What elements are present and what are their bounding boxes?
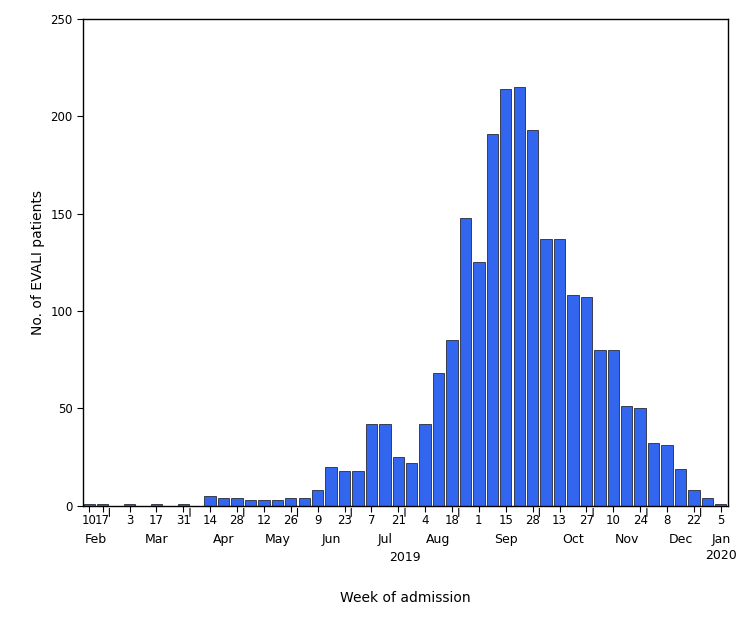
Bar bbox=[688, 490, 700, 506]
Text: 2019: 2019 bbox=[389, 552, 421, 564]
Bar bbox=[702, 498, 713, 506]
Bar bbox=[621, 406, 632, 506]
Bar bbox=[554, 239, 566, 506]
Bar bbox=[392, 457, 404, 506]
Bar bbox=[433, 374, 444, 506]
Bar bbox=[366, 424, 377, 506]
Bar bbox=[541, 239, 552, 506]
Bar bbox=[715, 504, 727, 506]
Bar bbox=[487, 134, 498, 506]
Text: Mar: Mar bbox=[145, 533, 168, 547]
Bar bbox=[514, 87, 525, 506]
Bar bbox=[285, 498, 296, 506]
Text: Dec: Dec bbox=[668, 533, 693, 547]
Text: Oct: Oct bbox=[562, 533, 584, 547]
Bar bbox=[662, 446, 673, 506]
Bar bbox=[419, 424, 430, 506]
Bar bbox=[352, 471, 364, 506]
Bar bbox=[218, 498, 229, 506]
Bar bbox=[675, 468, 686, 506]
Text: 2020: 2020 bbox=[705, 549, 736, 562]
Y-axis label: No. of EVALI patients: No. of EVALI patients bbox=[31, 190, 45, 335]
Bar bbox=[272, 500, 283, 506]
Text: Aug: Aug bbox=[427, 533, 451, 547]
Bar bbox=[594, 350, 605, 506]
Bar bbox=[178, 504, 189, 506]
Text: Jun: Jun bbox=[322, 533, 340, 547]
Bar bbox=[634, 408, 646, 506]
Bar bbox=[97, 504, 108, 506]
Bar bbox=[244, 500, 256, 506]
Text: Jan: Jan bbox=[711, 533, 730, 547]
Text: Jul: Jul bbox=[377, 533, 392, 547]
Bar bbox=[446, 340, 458, 506]
Text: Nov: Nov bbox=[614, 533, 639, 547]
Bar bbox=[567, 295, 579, 506]
Bar bbox=[380, 424, 391, 506]
Bar bbox=[473, 262, 484, 506]
Bar bbox=[205, 496, 216, 506]
Text: May: May bbox=[265, 533, 290, 547]
Bar bbox=[500, 89, 512, 506]
Text: Sep: Sep bbox=[494, 533, 517, 547]
X-axis label: Week of admission: Week of admission bbox=[340, 591, 470, 605]
Bar bbox=[527, 130, 538, 506]
Bar bbox=[258, 500, 269, 506]
Bar bbox=[339, 471, 350, 506]
Text: Feb: Feb bbox=[85, 533, 107, 547]
Bar bbox=[312, 490, 323, 506]
Text: Apr: Apr bbox=[213, 533, 234, 547]
Bar bbox=[608, 350, 619, 506]
Bar bbox=[326, 466, 337, 506]
Bar bbox=[460, 217, 471, 506]
Bar bbox=[151, 504, 162, 506]
Bar bbox=[124, 504, 135, 506]
Bar bbox=[648, 443, 659, 506]
Bar bbox=[231, 498, 243, 506]
Bar bbox=[298, 498, 310, 506]
Bar bbox=[406, 463, 418, 506]
Bar bbox=[580, 297, 592, 506]
Bar bbox=[83, 504, 95, 506]
